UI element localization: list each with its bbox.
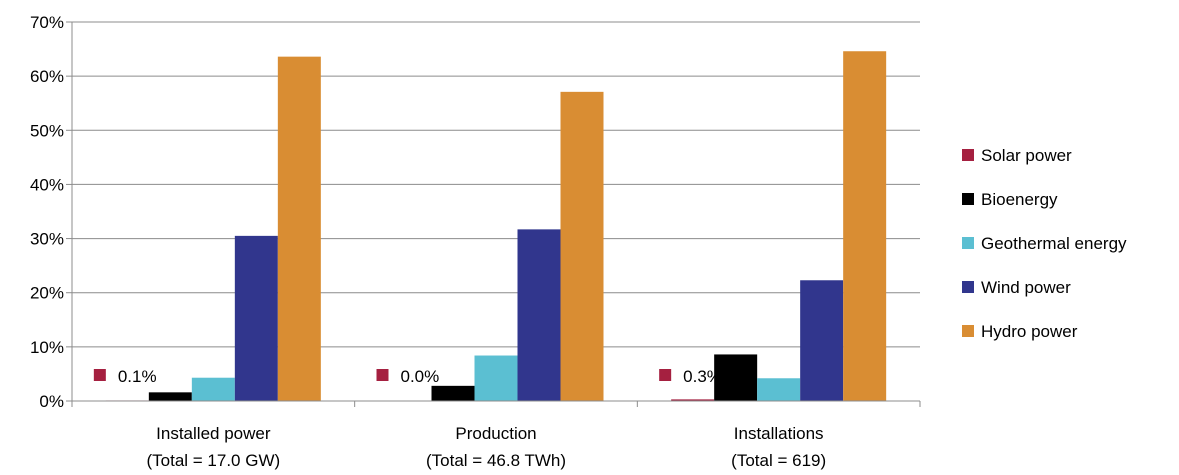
x-axis: Installed power (Total = 17.0 GW) Producti… <box>71 400 921 470</box>
x-tick-label: (Total = 17.0 GW) <box>146 451 280 470</box>
bar <box>474 355 518 401</box>
bar <box>431 385 475 401</box>
bar <box>671 399 715 401</box>
annotation-marker <box>93 369 106 381</box>
y-tick-label: 20% <box>30 284 64 303</box>
y-axis: 0% 10% 20% 30% 40% 50% 60% 70% <box>30 13 73 411</box>
bar <box>757 378 801 401</box>
bar <box>277 56 321 401</box>
annotation-marker <box>376 369 389 381</box>
legend-label: Bioenergy <box>981 190 1058 209</box>
legend-swatch <box>962 193 974 205</box>
bar <box>148 392 192 401</box>
legend-swatch <box>962 281 974 293</box>
y-tick-label: 60% <box>30 67 64 86</box>
legend-label: Wind power <box>981 278 1071 297</box>
x-tick-label: Installations <box>734 424 824 443</box>
annotations: 0.1% 0.0% 0.3% <box>93 367 722 386</box>
annotation-label: 0.1% <box>118 367 157 386</box>
annotation-marker <box>659 369 672 381</box>
bar <box>234 235 278 401</box>
legend-label: Solar power <box>981 146 1072 165</box>
y-tick-label: 40% <box>30 175 64 194</box>
bar <box>800 280 844 401</box>
bar <box>714 354 758 401</box>
legend-label: Hydro power <box>981 322 1078 341</box>
bars <box>105 51 887 401</box>
y-tick-label: 10% <box>30 338 64 357</box>
annotation-label: 0.3% <box>683 367 722 386</box>
y-tick-label: 70% <box>30 13 64 32</box>
x-tick-label: (Total = 46.8 TWh) <box>426 451 566 470</box>
x-tick-label: Production <box>455 424 536 443</box>
bar <box>517 229 561 401</box>
bar <box>843 51 887 401</box>
x-tick-label: Installed power <box>156 424 271 443</box>
legend-swatch <box>962 237 974 249</box>
annotation-label: 0.0% <box>401 367 440 386</box>
x-tick-label: (Total = 619) <box>731 451 826 470</box>
legend-swatch <box>962 325 974 337</box>
y-tick-label: 0% <box>39 392 64 411</box>
legend-label: Geothermal energy <box>981 234 1127 253</box>
y-tick-label: 50% <box>30 121 64 140</box>
bar <box>191 377 235 401</box>
legend-swatch <box>962 149 974 161</box>
y-tick-label: 30% <box>30 230 64 249</box>
gridlines <box>72 21 920 348</box>
bar <box>560 91 604 401</box>
legend: Solar power Bioenergy Geothermal energy Win… <box>962 146 1127 341</box>
